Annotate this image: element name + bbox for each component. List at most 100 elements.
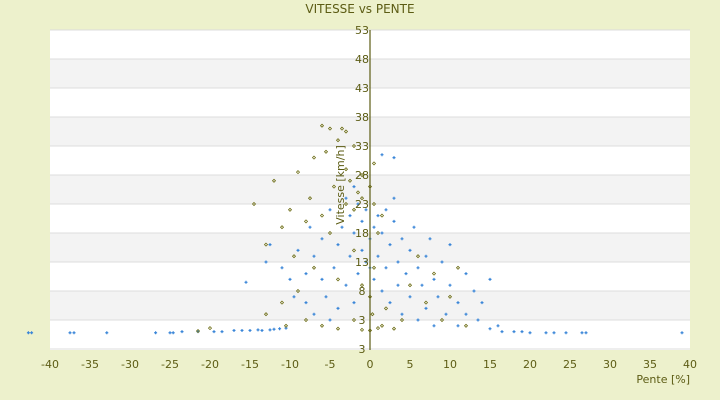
data-point-series2 (303, 317, 309, 323)
data-point-series2 (251, 201, 257, 207)
data-point-series2 (295, 170, 301, 175)
data-point-series1 (416, 318, 420, 322)
data-point-series1 (30, 331, 34, 335)
data-point-series1 (72, 331, 76, 335)
data-point-series1 (280, 266, 284, 270)
data-point-series1 (352, 231, 356, 235)
data-point-series1 (388, 243, 392, 247)
data-point-series1 (288, 277, 292, 281)
data-point-series1 (512, 330, 516, 334)
data-point-series1 (268, 243, 272, 247)
data-point-series1 (212, 330, 216, 334)
data-point-series1 (448, 243, 452, 247)
data-point-series2 (355, 190, 361, 195)
data-point-series1 (256, 328, 260, 332)
data-point-series1 (380, 289, 384, 293)
data-point-series2 (331, 184, 337, 189)
data-point-series2 (391, 326, 397, 331)
data-point-series1 (444, 312, 448, 316)
data-point-series2 (399, 317, 405, 323)
data-point-series1 (400, 237, 404, 241)
data-point-series1 (448, 283, 452, 287)
x-tick-label: 30 (603, 358, 617, 371)
data-point-series2 (335, 326, 341, 331)
data-point-series2 (339, 126, 345, 131)
data-point-series1 (400, 312, 404, 316)
data-point-series1 (488, 327, 492, 331)
data-point-series2 (311, 155, 317, 160)
data-point-series1 (356, 202, 360, 206)
data-point-series2 (439, 317, 445, 323)
x-tick-label: 20 (523, 358, 537, 371)
data-point-series2 (359, 283, 365, 288)
data-point-series1 (464, 272, 468, 276)
data-point-series2 (371, 265, 377, 270)
y-tick-label: 38 (355, 111, 369, 124)
y-tick-label: 8 (359, 285, 366, 298)
data-point-series1 (344, 196, 348, 200)
data-point-series1 (344, 283, 348, 287)
data-point-series1 (320, 277, 324, 281)
data-point-series2 (207, 326, 213, 331)
data-point-series1 (336, 306, 340, 310)
data-point-series2 (279, 300, 285, 305)
data-point-series1 (348, 214, 352, 218)
data-point-series1 (580, 331, 584, 335)
data-point-series1 (260, 328, 264, 332)
data-point-series2 (371, 201, 377, 207)
data-point-series1 (278, 327, 282, 331)
data-point-series1 (432, 324, 436, 328)
data-point-series1 (68, 331, 72, 335)
data-point-series2 (463, 323, 469, 328)
data-point-series1 (396, 260, 400, 264)
data-point-series1 (388, 301, 392, 305)
data-point-series2 (323, 149, 329, 154)
data-point-series1 (304, 272, 308, 276)
data-point-series1 (488, 277, 492, 281)
data-point-series1 (168, 331, 172, 335)
data-point-series2 (343, 201, 349, 207)
x-tick-label: -20 (201, 358, 219, 371)
data-point-series2 (327, 230, 333, 236)
data-point-series2 (295, 288, 301, 294)
data-point-series2 (319, 213, 325, 218)
data-point-series1 (528, 331, 532, 335)
data-point-series1 (464, 312, 468, 316)
y-tick-label: 3 (359, 314, 366, 327)
data-point-series1 (564, 331, 568, 335)
data-point-series1 (384, 208, 388, 212)
data-point-series2 (351, 207, 357, 212)
data-point-series1 (154, 331, 158, 335)
data-point-series1 (380, 231, 384, 235)
y-tick-label: 48 (355, 53, 369, 66)
data-point-series1 (432, 277, 436, 281)
data-point-series2 (351, 248, 357, 253)
data-point-series1 (352, 185, 356, 189)
data-point-series1 (356, 272, 360, 276)
data-point-series1 (268, 328, 272, 332)
data-point-series2 (263, 242, 269, 247)
data-point-series1 (428, 237, 432, 241)
data-point-series1 (332, 266, 336, 270)
y-tick-label: 28 (355, 169, 369, 182)
data-point-series1 (584, 331, 588, 335)
data-point-series2 (287, 207, 293, 212)
data-point-series1 (292, 295, 296, 299)
data-point-series1 (384, 266, 388, 270)
data-point-series1 (320, 237, 324, 241)
data-point-series2 (431, 271, 437, 276)
data-point-series1 (392, 219, 396, 223)
data-point-series1 (544, 331, 548, 335)
data-point-series1 (105, 331, 109, 335)
data-point-series1 (436, 295, 440, 299)
data-point-series2 (291, 254, 297, 259)
y-tick-label: 23 (355, 198, 369, 211)
y-tick-label: 53 (355, 24, 369, 37)
data-point-series2 (335, 138, 341, 143)
data-point-series2 (423, 300, 429, 305)
x-tick-label: -15 (241, 358, 259, 371)
data-point-series2 (279, 225, 285, 230)
data-point-series1 (324, 295, 328, 299)
data-point-series1 (496, 324, 500, 328)
